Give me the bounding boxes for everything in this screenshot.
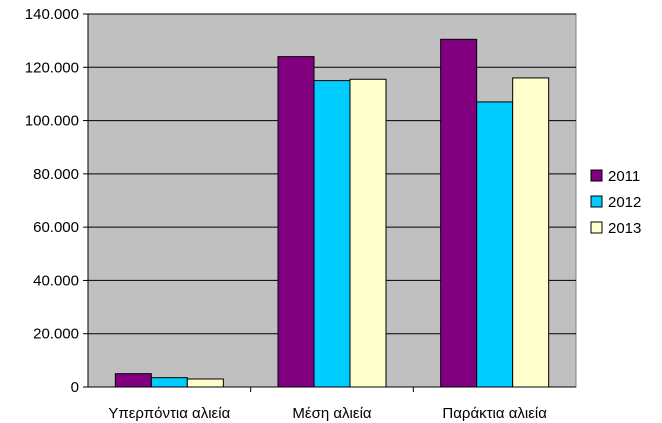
x-tick-label: Υπερπόντια αλιεία — [108, 405, 230, 422]
legend-label-2012: 2012 — [608, 194, 641, 211]
y-tick-label: 40.000 — [33, 272, 79, 289]
bar-2013-1 — [186, 378, 224, 388]
y-tick-label: 100.000 — [25, 113, 79, 130]
bar-2012-3 — [476, 101, 514, 388]
legend-swatch-2011 — [590, 169, 603, 182]
bar-2011-1 — [114, 373, 152, 388]
y-tick-label: 120.000 — [25, 59, 79, 76]
legend-swatch-2012 — [590, 195, 603, 208]
y-tick-label: 0 — [71, 379, 79, 396]
y-tick-label: 140.000 — [25, 6, 79, 23]
legend-swatch-2013 — [590, 221, 603, 234]
bar-2013-3 — [512, 77, 550, 388]
legend-label-2011: 2011 — [608, 168, 640, 185]
y-tick-label: 20.000 — [33, 326, 79, 343]
y-tick-label: 80.000 — [33, 166, 79, 183]
bars — [114, 38, 550, 388]
x-tick-label: Παράκτια αλιεία — [442, 405, 547, 422]
legend: 2011 2012 2013 — [590, 168, 641, 237]
legend-label-2013: 2013 — [608, 220, 641, 237]
x-tick-label: Μέση αλιεία — [292, 405, 371, 422]
bar-2011-3 — [440, 38, 478, 388]
bar-2012-1 — [150, 377, 188, 388]
bar-2011-2 — [277, 56, 315, 388]
bar-2012-2 — [313, 80, 351, 388]
y-tick-label: 60.000 — [33, 219, 79, 236]
x-axis-ticks: Υπερπόντια αλιεία Μέση αλιεία Παράκτια αλι… — [108, 387, 547, 422]
y-axis-ticks: 0 20.000 40.000 60.000 80.000 100.000 120.000 1… — [25, 6, 88, 396]
bar-2013-2 — [349, 78, 387, 388]
